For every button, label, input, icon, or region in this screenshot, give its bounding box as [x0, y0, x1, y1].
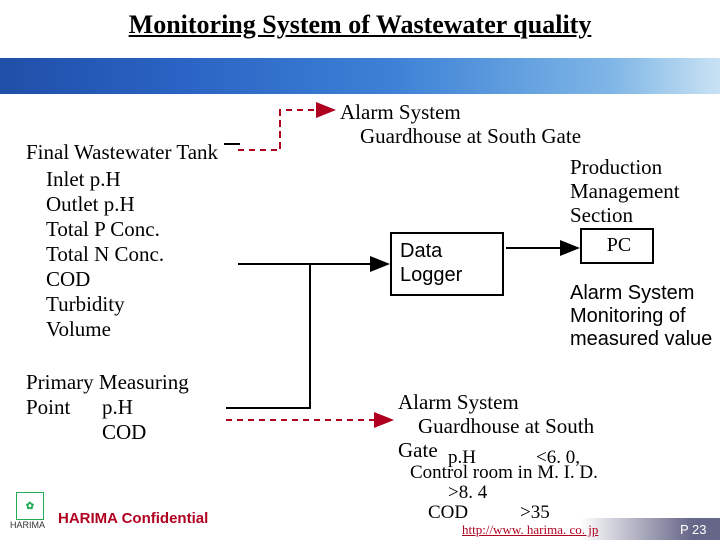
alarm-bot-ctrl: Control room in M. I. D. [410, 462, 598, 484]
slide: Monitoring System of Wastewater quality … [0, 0, 720, 540]
final-tank-item-5: Turbidity [46, 292, 125, 317]
alarm-bot-l2: Guardhouse at South [418, 414, 594, 439]
prodmgmt-l3: Section [570, 203, 633, 228]
data-logger-box: Data Logger [390, 232, 504, 296]
prodmgmt-l1: Production [570, 155, 662, 180]
alarm-bot-l3: Gate [398, 438, 438, 463]
alarm-bot-ph-gt: >8. 4 [448, 482, 487, 504]
harima-logo-icon: ✿ [16, 492, 44, 520]
banner-gradient [0, 58, 720, 94]
primary-item-cod: COD [102, 420, 146, 445]
final-tank-item-4: COD [46, 267, 90, 292]
pc-label: PC [582, 234, 656, 257]
prodmgmt-l2: Management [570, 179, 680, 204]
primary-heading-l1: Primary Measuring [26, 370, 189, 395]
alarm-top-l2: Guardhouse at South Gate [360, 124, 581, 149]
alarm-top-l1: Alarm System [340, 100, 461, 125]
pc-box: PC [580, 228, 654, 264]
page-number: P 23 [680, 522, 707, 537]
primary-heading-l2: Point [26, 395, 70, 420]
harima-logo-text: HARIMA [10, 520, 45, 530]
confidential-label: HARIMA Confidential [58, 510, 208, 527]
page-title: Monitoring System of Wastewater quality [0, 10, 720, 40]
alarm-monitor-l3: measured value [570, 328, 712, 351]
alarm-bot-l1: Alarm System [398, 390, 519, 415]
final-tank-item-0: Inlet p.H [46, 167, 121, 192]
data-logger-l2: Logger [400, 264, 462, 287]
footer-url[interactable]: http://www. harima. co. jp [462, 522, 598, 538]
alarm-bot-cod-label: COD [428, 502, 468, 524]
final-tank-item-6: Volume [46, 317, 111, 342]
alarm-monitor-l2: Monitoring of [570, 305, 686, 328]
data-logger-l1: Data [400, 240, 442, 263]
final-tank-item-2: Total P Conc. [46, 217, 160, 242]
final-tank-item-1: Outlet p.H [46, 192, 135, 217]
alarm-monitor-l1: Alarm System [570, 282, 694, 305]
alarm-bot-cod-val: >35 [520, 502, 550, 524]
primary-item-ph: p.H [102, 395, 133, 420]
final-tank-item-3: Total N Conc. [46, 242, 164, 267]
final-tank-heading: Final Wastewater Tank [26, 140, 218, 165]
